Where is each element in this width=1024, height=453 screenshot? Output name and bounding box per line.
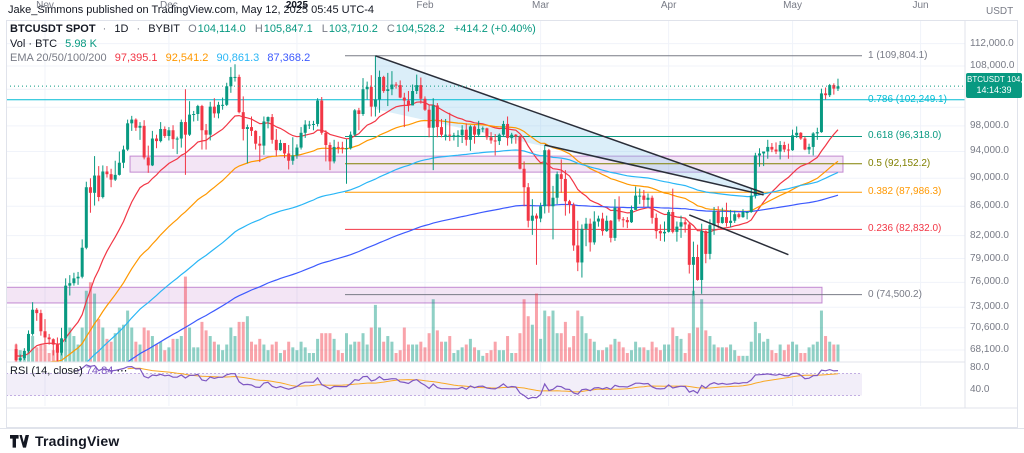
ema-label[interactable]: EMA 20/50/100/200 (10, 52, 107, 64)
volume-label[interactable]: Vol · BTC (10, 38, 58, 50)
rsi-legend: RSI (14, close) 74.84 ⋯ (10, 364, 127, 377)
close-label: C (386, 23, 395, 35)
ema20-value: 97,395.1 (114, 52, 158, 64)
last-price-label: BTCUSDT 104,528.2 14:14:39 (966, 73, 1024, 99)
time-axis[interactable] (6, 408, 965, 428)
low-value: 103,710.2 (328, 23, 378, 35)
badge-symbol: BTCUSDT (967, 75, 1005, 85)
footer-bar: TradingView (0, 428, 1024, 453)
high-value: 105,847.1 (263, 23, 313, 35)
symbol-title[interactable]: BTCUSDT SPOT (10, 23, 96, 35)
chart-canvas[interactable] (0, 18, 1024, 428)
price-axis-currency: USDT (986, 6, 1014, 17)
main-legend: BTCUSDT SPOT · 1D · BYBIT O104,114.0 H10… (10, 23, 536, 35)
ema50-value: 92,541.2 (165, 52, 209, 64)
close-value: 104,528.2 (395, 23, 445, 35)
price-axis[interactable] (965, 20, 1018, 408)
timeframe-label[interactable]: 1D (114, 23, 129, 35)
chart-svg[interactable] (0, 0, 1024, 428)
ema-legend: EMA 20/50/100/200 97,395.1 92,541.2 90,8… (10, 52, 315, 64)
separator-dot: · (102, 23, 107, 35)
high-label: H (254, 23, 263, 35)
low-label: L (321, 23, 328, 35)
open-value: 104,114.0 (197, 23, 246, 35)
tradingview-logo-icon[interactable] (10, 434, 29, 448)
separator-dot: · (136, 23, 141, 35)
ema100-value: 90,861.3 (216, 52, 260, 64)
open-label: O (188, 23, 197, 35)
badge-countdown: 14:14:39 (976, 85, 1012, 96)
rsi-legend-menu-icon[interactable]: ⋯ (116, 365, 128, 377)
exchange-label[interactable]: BYBIT (148, 23, 181, 35)
badge-price: 104,528.2 (1007, 75, 1024, 85)
rsi-label[interactable]: RSI (14, close) (10, 365, 83, 377)
tradingview-brand[interactable]: TradingView (35, 433, 120, 449)
change-value: +414.2 (+0.40%) (453, 23, 536, 35)
volume-value: 5.98 K (65, 38, 97, 50)
ema200-value: 87,368.2 (267, 52, 311, 64)
rsi-value: 74.84 (85, 365, 114, 377)
publish-info: Jake_Simmons published on TradingView.co… (8, 4, 375, 16)
volume-legend: Vol · BTC 5.98 K (10, 38, 97, 50)
